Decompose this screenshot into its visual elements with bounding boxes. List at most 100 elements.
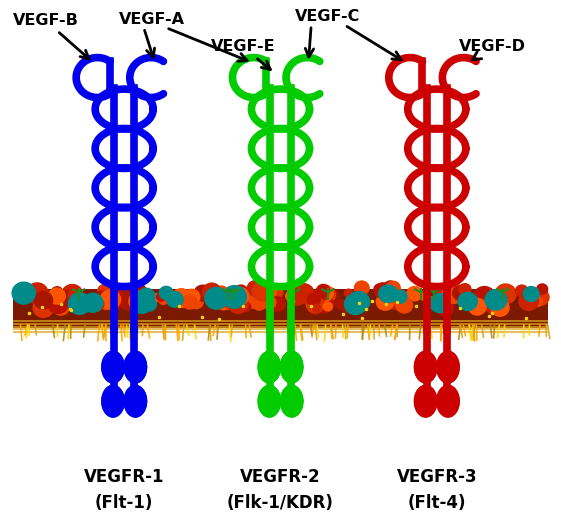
- Circle shape: [128, 284, 147, 301]
- Circle shape: [344, 294, 366, 315]
- Circle shape: [358, 295, 369, 306]
- Circle shape: [425, 297, 437, 308]
- Text: VEGFR-1: VEGFR-1: [84, 468, 164, 486]
- Circle shape: [224, 301, 233, 309]
- Circle shape: [344, 300, 358, 313]
- Circle shape: [165, 291, 174, 299]
- Circle shape: [183, 289, 200, 305]
- Circle shape: [312, 304, 320, 312]
- Circle shape: [443, 283, 464, 304]
- Circle shape: [151, 294, 160, 302]
- Circle shape: [217, 297, 230, 310]
- Circle shape: [48, 288, 65, 304]
- Polygon shape: [102, 351, 124, 383]
- Circle shape: [468, 298, 486, 315]
- Circle shape: [252, 282, 272, 300]
- Circle shape: [194, 285, 211, 301]
- Circle shape: [355, 281, 369, 295]
- Circle shape: [270, 297, 285, 312]
- Circle shape: [22, 286, 37, 299]
- Polygon shape: [415, 351, 437, 383]
- Circle shape: [316, 288, 325, 297]
- Circle shape: [393, 290, 407, 303]
- Circle shape: [379, 285, 397, 303]
- Text: VEGFR-2: VEGFR-2: [240, 468, 321, 486]
- Circle shape: [129, 291, 151, 312]
- Text: VEGF-E: VEGF-E: [211, 39, 275, 70]
- Polygon shape: [437, 385, 459, 417]
- Circle shape: [485, 289, 507, 310]
- Circle shape: [291, 292, 300, 301]
- Circle shape: [484, 288, 494, 297]
- Circle shape: [203, 283, 221, 300]
- Circle shape: [26, 283, 48, 304]
- Circle shape: [407, 287, 422, 301]
- Circle shape: [316, 285, 333, 301]
- Circle shape: [315, 296, 334, 313]
- Circle shape: [384, 281, 397, 293]
- Circle shape: [481, 294, 498, 309]
- Circle shape: [313, 289, 325, 300]
- Circle shape: [286, 290, 298, 302]
- Circle shape: [344, 289, 353, 297]
- Circle shape: [380, 297, 392, 308]
- Circle shape: [95, 291, 111, 306]
- Bar: [12, 320, 549, 323]
- Circle shape: [316, 299, 330, 312]
- Polygon shape: [280, 351, 303, 383]
- Circle shape: [22, 291, 34, 302]
- Circle shape: [102, 301, 110, 309]
- Circle shape: [228, 295, 249, 314]
- Circle shape: [229, 297, 242, 309]
- Circle shape: [341, 300, 353, 312]
- Circle shape: [33, 298, 54, 317]
- Circle shape: [89, 297, 104, 311]
- Bar: [12, 328, 549, 331]
- Circle shape: [223, 286, 246, 308]
- Circle shape: [102, 289, 124, 310]
- Circle shape: [348, 291, 370, 313]
- Circle shape: [383, 295, 392, 303]
- Text: VEGF-C: VEGF-C: [295, 8, 361, 24]
- Circle shape: [430, 294, 450, 313]
- Circle shape: [491, 299, 509, 316]
- Circle shape: [140, 290, 151, 301]
- Polygon shape: [258, 385, 280, 417]
- Circle shape: [49, 299, 63, 312]
- Circle shape: [262, 296, 276, 309]
- Circle shape: [264, 286, 276, 297]
- Circle shape: [316, 285, 329, 297]
- Circle shape: [132, 294, 152, 313]
- Circle shape: [495, 284, 516, 304]
- Circle shape: [396, 297, 412, 313]
- Circle shape: [532, 289, 549, 305]
- Circle shape: [249, 284, 267, 301]
- Circle shape: [68, 288, 82, 301]
- Polygon shape: [437, 351, 459, 383]
- Circle shape: [324, 288, 338, 301]
- Polygon shape: [258, 351, 280, 383]
- Polygon shape: [124, 385, 146, 417]
- Circle shape: [182, 295, 197, 309]
- Circle shape: [486, 302, 498, 314]
- Circle shape: [438, 301, 453, 316]
- Circle shape: [306, 296, 324, 313]
- Text: (Flt-4): (Flt-4): [407, 494, 466, 512]
- Circle shape: [114, 291, 130, 306]
- Circle shape: [473, 287, 495, 307]
- Circle shape: [471, 296, 486, 309]
- Circle shape: [318, 287, 335, 304]
- Circle shape: [264, 301, 273, 309]
- Circle shape: [62, 285, 82, 304]
- Circle shape: [68, 295, 88, 314]
- Bar: [12, 323, 549, 325]
- Circle shape: [458, 293, 477, 310]
- Circle shape: [293, 284, 314, 304]
- Circle shape: [307, 299, 324, 315]
- Circle shape: [523, 287, 539, 301]
- Circle shape: [205, 287, 228, 309]
- Circle shape: [68, 293, 91, 314]
- Circle shape: [253, 299, 265, 310]
- Circle shape: [98, 285, 111, 297]
- Circle shape: [270, 287, 283, 299]
